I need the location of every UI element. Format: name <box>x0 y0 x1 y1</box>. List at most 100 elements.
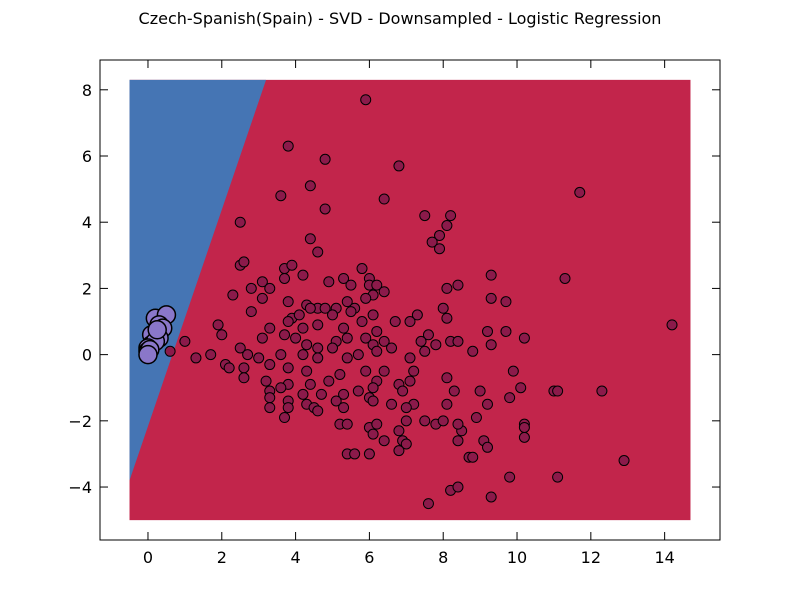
point-red-29 <box>264 282 276 294</box>
point-red-24 <box>356 263 368 275</box>
point-red-172 <box>452 418 464 430</box>
point-red-63 <box>282 316 294 328</box>
chart-title: Czech-Spanish(Spain) - SVD - Downsampled… <box>138 9 662 28</box>
point-red-48 <box>360 292 372 304</box>
point-red-93 <box>485 339 497 351</box>
point-red-81 <box>290 332 302 344</box>
point-red-137 <box>448 385 460 397</box>
point-red-186 <box>363 448 375 460</box>
point-red-167 <box>393 425 405 437</box>
point-red-78 <box>234 342 246 354</box>
point-red-14 <box>304 233 316 245</box>
point-red-74 <box>500 325 512 337</box>
y-tick-label-1: −2 <box>68 412 92 431</box>
point-red-164 <box>341 418 353 430</box>
point-red-171 <box>437 415 449 427</box>
point-red-138 <box>474 385 486 397</box>
point-red-125 <box>323 375 335 387</box>
point-red-119 <box>441 372 453 384</box>
point-red-166 <box>371 418 383 430</box>
point-red-30 <box>323 276 335 288</box>
x-tick-label-4: 8 <box>438 548 448 567</box>
point-red-88 <box>378 335 390 347</box>
point-red-60 <box>441 312 453 324</box>
point-red-37 <box>256 292 268 304</box>
point-red-101 <box>312 352 324 364</box>
x-tick-label-1: 2 <box>217 548 227 567</box>
y-tick-label-2: 0 <box>82 346 92 365</box>
point-red-21 <box>286 259 298 271</box>
point-red-110 <box>223 362 235 374</box>
point-red-62 <box>264 322 276 334</box>
point-red-12 <box>441 220 453 232</box>
point-red-153 <box>264 402 276 414</box>
point-red-148 <box>386 398 398 410</box>
point-red-104 <box>352 349 364 361</box>
point-red-141 <box>552 385 564 397</box>
point-red-156 <box>312 405 324 417</box>
point-red-159 <box>400 402 412 414</box>
x-tick-label-5: 10 <box>507 548 527 567</box>
point-red-57 <box>345 306 357 318</box>
class-points-purple <box>138 305 177 365</box>
point-red-89 <box>415 335 427 347</box>
point-red-28 <box>256 276 268 288</box>
point-red-143 <box>264 392 276 404</box>
point-red-124 <box>304 378 316 390</box>
point-red-103 <box>341 352 353 364</box>
point-red-90 <box>430 339 442 351</box>
point-red-115 <box>334 368 346 380</box>
x-axis: 0 2 4 6 8 10 12 14 <box>143 60 675 567</box>
point-red-13 <box>434 229 446 241</box>
point-red-193 <box>452 481 464 493</box>
point-red-131 <box>297 388 309 400</box>
point-red-50 <box>500 296 512 308</box>
point-red-95 <box>205 349 217 361</box>
point-red-15 <box>426 236 438 248</box>
point-red-174 <box>378 435 390 447</box>
point-red-46 <box>341 296 353 308</box>
point-red-134 <box>352 385 364 397</box>
point-red-5 <box>275 190 287 202</box>
point-red-98 <box>253 352 265 364</box>
point-red-55 <box>304 302 316 314</box>
point-red-182 <box>518 421 530 433</box>
point-red-66 <box>327 309 338 321</box>
point-red-112 <box>264 359 276 371</box>
point-red-168 <box>400 415 412 427</box>
point-red-35 <box>245 282 257 294</box>
x-tick-label-7: 14 <box>654 548 674 567</box>
point-red-185 <box>349 448 361 460</box>
point-red-150 <box>441 398 453 410</box>
point-red-162 <box>279 412 291 424</box>
point-red-191 <box>552 471 564 483</box>
y-tick-label-6: 8 <box>82 81 92 100</box>
point-red-49 <box>485 292 497 304</box>
point-red-6 <box>378 193 390 205</box>
point-red-54 <box>293 309 305 321</box>
point-red-108 <box>419 345 431 357</box>
point-red-139 <box>515 382 527 394</box>
point-red-161 <box>470 412 482 424</box>
point-red-38 <box>279 272 291 284</box>
point-red-0 <box>360 94 372 106</box>
point-red-79 <box>256 332 268 344</box>
class-points-red <box>164 94 678 510</box>
point-red-99 <box>275 349 287 361</box>
point-red-86 <box>360 332 372 344</box>
point-red-34 <box>441 282 453 294</box>
point-red-157 <box>338 402 350 414</box>
x-tick-label-6: 12 <box>581 548 601 567</box>
point-red-41 <box>378 286 390 298</box>
point-red-73 <box>482 325 493 337</box>
point-red-94 <box>190 352 202 364</box>
point-red-105 <box>371 345 383 357</box>
point-red-26 <box>485 269 497 281</box>
x-tick-label-0: 0 <box>143 548 153 567</box>
point-red-70 <box>389 316 401 328</box>
point-red-109 <box>467 345 479 357</box>
point-red-71 <box>404 316 416 328</box>
point-red-85 <box>341 332 353 344</box>
point-red-3 <box>393 160 405 172</box>
